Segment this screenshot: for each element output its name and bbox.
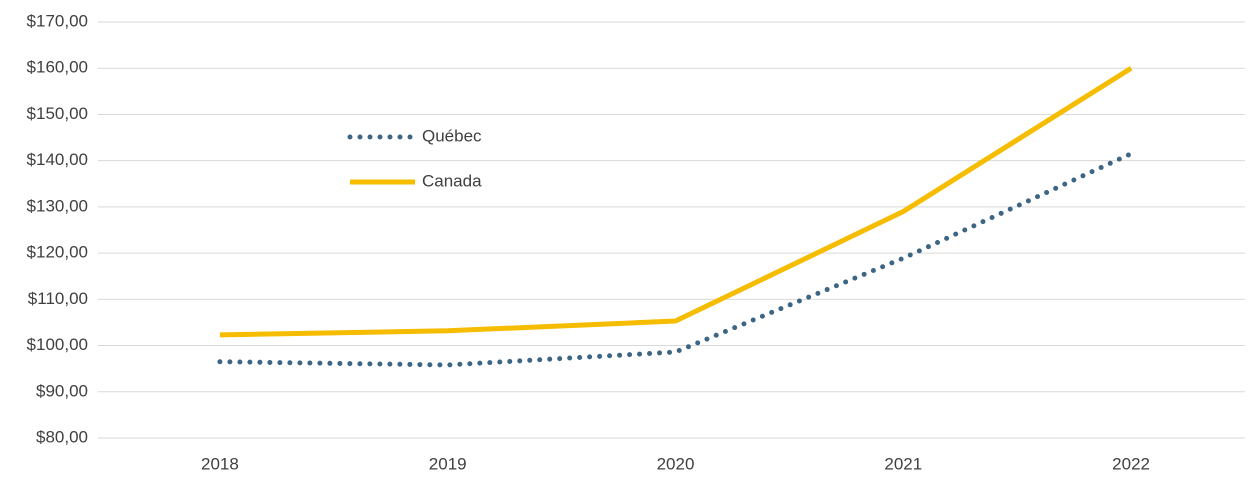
y-tick-label: $140,00 bbox=[27, 150, 88, 169]
series-line bbox=[217, 151, 1134, 368]
y-tick-label: $160,00 bbox=[27, 58, 88, 77]
x-tick-label: 2019 bbox=[429, 454, 467, 473]
y-tick-label: $80,00 bbox=[36, 427, 88, 446]
legend-label: Québec bbox=[422, 126, 482, 145]
x-tick-label: 2020 bbox=[657, 454, 695, 473]
y-tick-label: $110,00 bbox=[28, 289, 88, 308]
y-tick-label: $120,00 bbox=[27, 243, 88, 262]
x-tick-label: 2021 bbox=[884, 454, 922, 473]
y-tick-label: $170,00 bbox=[27, 11, 88, 30]
y-tick-label: $150,00 bbox=[27, 104, 88, 123]
x-tick-label: 2022 bbox=[1112, 454, 1150, 473]
y-tick-label: $130,00 bbox=[27, 196, 88, 215]
y-tick-label: $100,00 bbox=[27, 335, 88, 354]
x-tick-label: 2018 bbox=[201, 454, 239, 473]
series-line bbox=[219, 66, 1133, 338]
legend-label: Canada bbox=[422, 171, 482, 190]
y-tick-label: $90,00 bbox=[36, 381, 88, 400]
